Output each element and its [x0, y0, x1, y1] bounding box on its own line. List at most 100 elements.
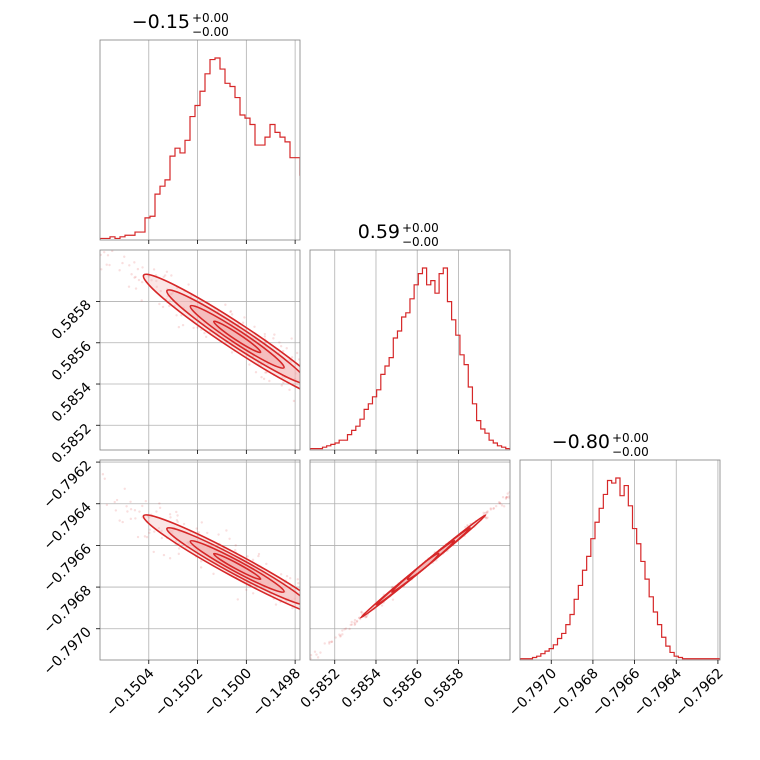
- sample-point: [278, 341, 281, 344]
- sample-point: [175, 510, 178, 514]
- sample-point: [371, 653, 373, 655]
- sample-point: [292, 399, 296, 403]
- x-tick-label: 0.5854: [339, 665, 385, 711]
- sample-point: [130, 273, 133, 276]
- sample-point: [234, 544, 237, 547]
- sample-point: [104, 246, 106, 248]
- sample-point: [195, 527, 198, 530]
- sample-point: [150, 279, 153, 282]
- sample-point: [543, 462, 545, 464]
- sample-point: [101, 473, 105, 476]
- sample-point: [331, 377, 333, 379]
- sample-point: [316, 614, 318, 616]
- sample-point: [229, 310, 232, 314]
- sample-point: [265, 562, 268, 566]
- sample-point: [257, 552, 261, 556]
- sample-point: [159, 289, 162, 293]
- sample-point: [505, 496, 508, 499]
- sample-point: [312, 623, 314, 625]
- sample-point: [539, 471, 541, 473]
- sample-point: [72, 224, 74, 226]
- sample-point: [486, 511, 489, 514]
- sample-point: [379, 432, 381, 434]
- sample-point: [72, 239, 74, 241]
- sample-point: [302, 378, 304, 380]
- panel-title-upper: +0.00: [192, 11, 229, 25]
- sample-point: [485, 711, 487, 713]
- sample-point: [353, 618, 357, 622]
- sample-point: [177, 552, 180, 556]
- sample-point: [134, 517, 137, 520]
- sample-point: [145, 535, 149, 539]
- sample-point: [246, 555, 249, 558]
- sample-point: [313, 379, 315, 381]
- sample-point: [492, 507, 496, 510]
- sample-point: [82, 486, 84, 488]
- sample-point: [117, 243, 119, 245]
- sample-point: [161, 305, 165, 309]
- sample-point: [141, 266, 144, 269]
- sample-point: [105, 263, 108, 266]
- sample-point: [92, 481, 94, 483]
- sample-point: [506, 492, 509, 495]
- sample-point: [129, 508, 133, 511]
- sample-point: [236, 598, 239, 601]
- sample-point: [162, 275, 165, 279]
- sample-point: [339, 635, 342, 638]
- sample-point: [113, 243, 115, 245]
- sample-point: [510, 493, 512, 495]
- sample-point: [160, 536, 164, 540]
- sample-point: [364, 616, 367, 619]
- sample-point: [248, 363, 251, 366]
- sample-point: [88, 477, 90, 479]
- sample-point: [155, 279, 158, 283]
- sample-point: [323, 642, 326, 645]
- sample-point: [157, 527, 161, 530]
- sample-point: [355, 620, 359, 623]
- sample-point: [334, 636, 337, 639]
- sample-point: [182, 522, 186, 526]
- sample-point: [498, 501, 502, 504]
- sample-point: [99, 244, 101, 246]
- sample-point: [423, 664, 425, 666]
- sample-point: [203, 331, 206, 335]
- sample-point: [263, 332, 266, 336]
- sample-point: [310, 654, 313, 657]
- sample-point: [123, 255, 126, 258]
- panel-frame: [309, 249, 511, 451]
- sample-point: [212, 572, 215, 576]
- sample-point: [314, 373, 316, 375]
- sample-point: [407, 654, 409, 656]
- sample-point: [253, 325, 256, 328]
- sample-point: [313, 393, 315, 395]
- sample-point: [165, 270, 169, 274]
- sample-point: [291, 606, 294, 610]
- sample-point: [187, 283, 190, 286]
- sample-point: [523, 484, 525, 486]
- sample-point: [363, 406, 365, 408]
- sample-point: [127, 285, 131, 288]
- panel-frame: [519, 459, 721, 661]
- sample-point: [595, 423, 597, 425]
- sample-point: [199, 566, 203, 569]
- sample-point: [380, 604, 384, 607]
- sample-point: [180, 314, 183, 317]
- sample-point: [369, 651, 371, 653]
- sample-point: [133, 276, 136, 279]
- sample-point: [344, 410, 346, 412]
- sample-point: [200, 521, 203, 524]
- sample-point: [296, 578, 299, 581]
- sample-point: [311, 380, 313, 382]
- sample-point: [163, 274, 167, 277]
- sample-point: [381, 411, 383, 413]
- panel-title-lower: −0.00: [402, 235, 439, 249]
- sample-point: [341, 633, 344, 636]
- sample-point: [315, 653, 318, 656]
- sample-point: [105, 247, 107, 249]
- contour-level: [212, 320, 262, 354]
- contour-level: [406, 552, 440, 581]
- sample-point: [158, 302, 161, 306]
- sample-point: [96, 252, 98, 254]
- sample-point: [79, 220, 81, 222]
